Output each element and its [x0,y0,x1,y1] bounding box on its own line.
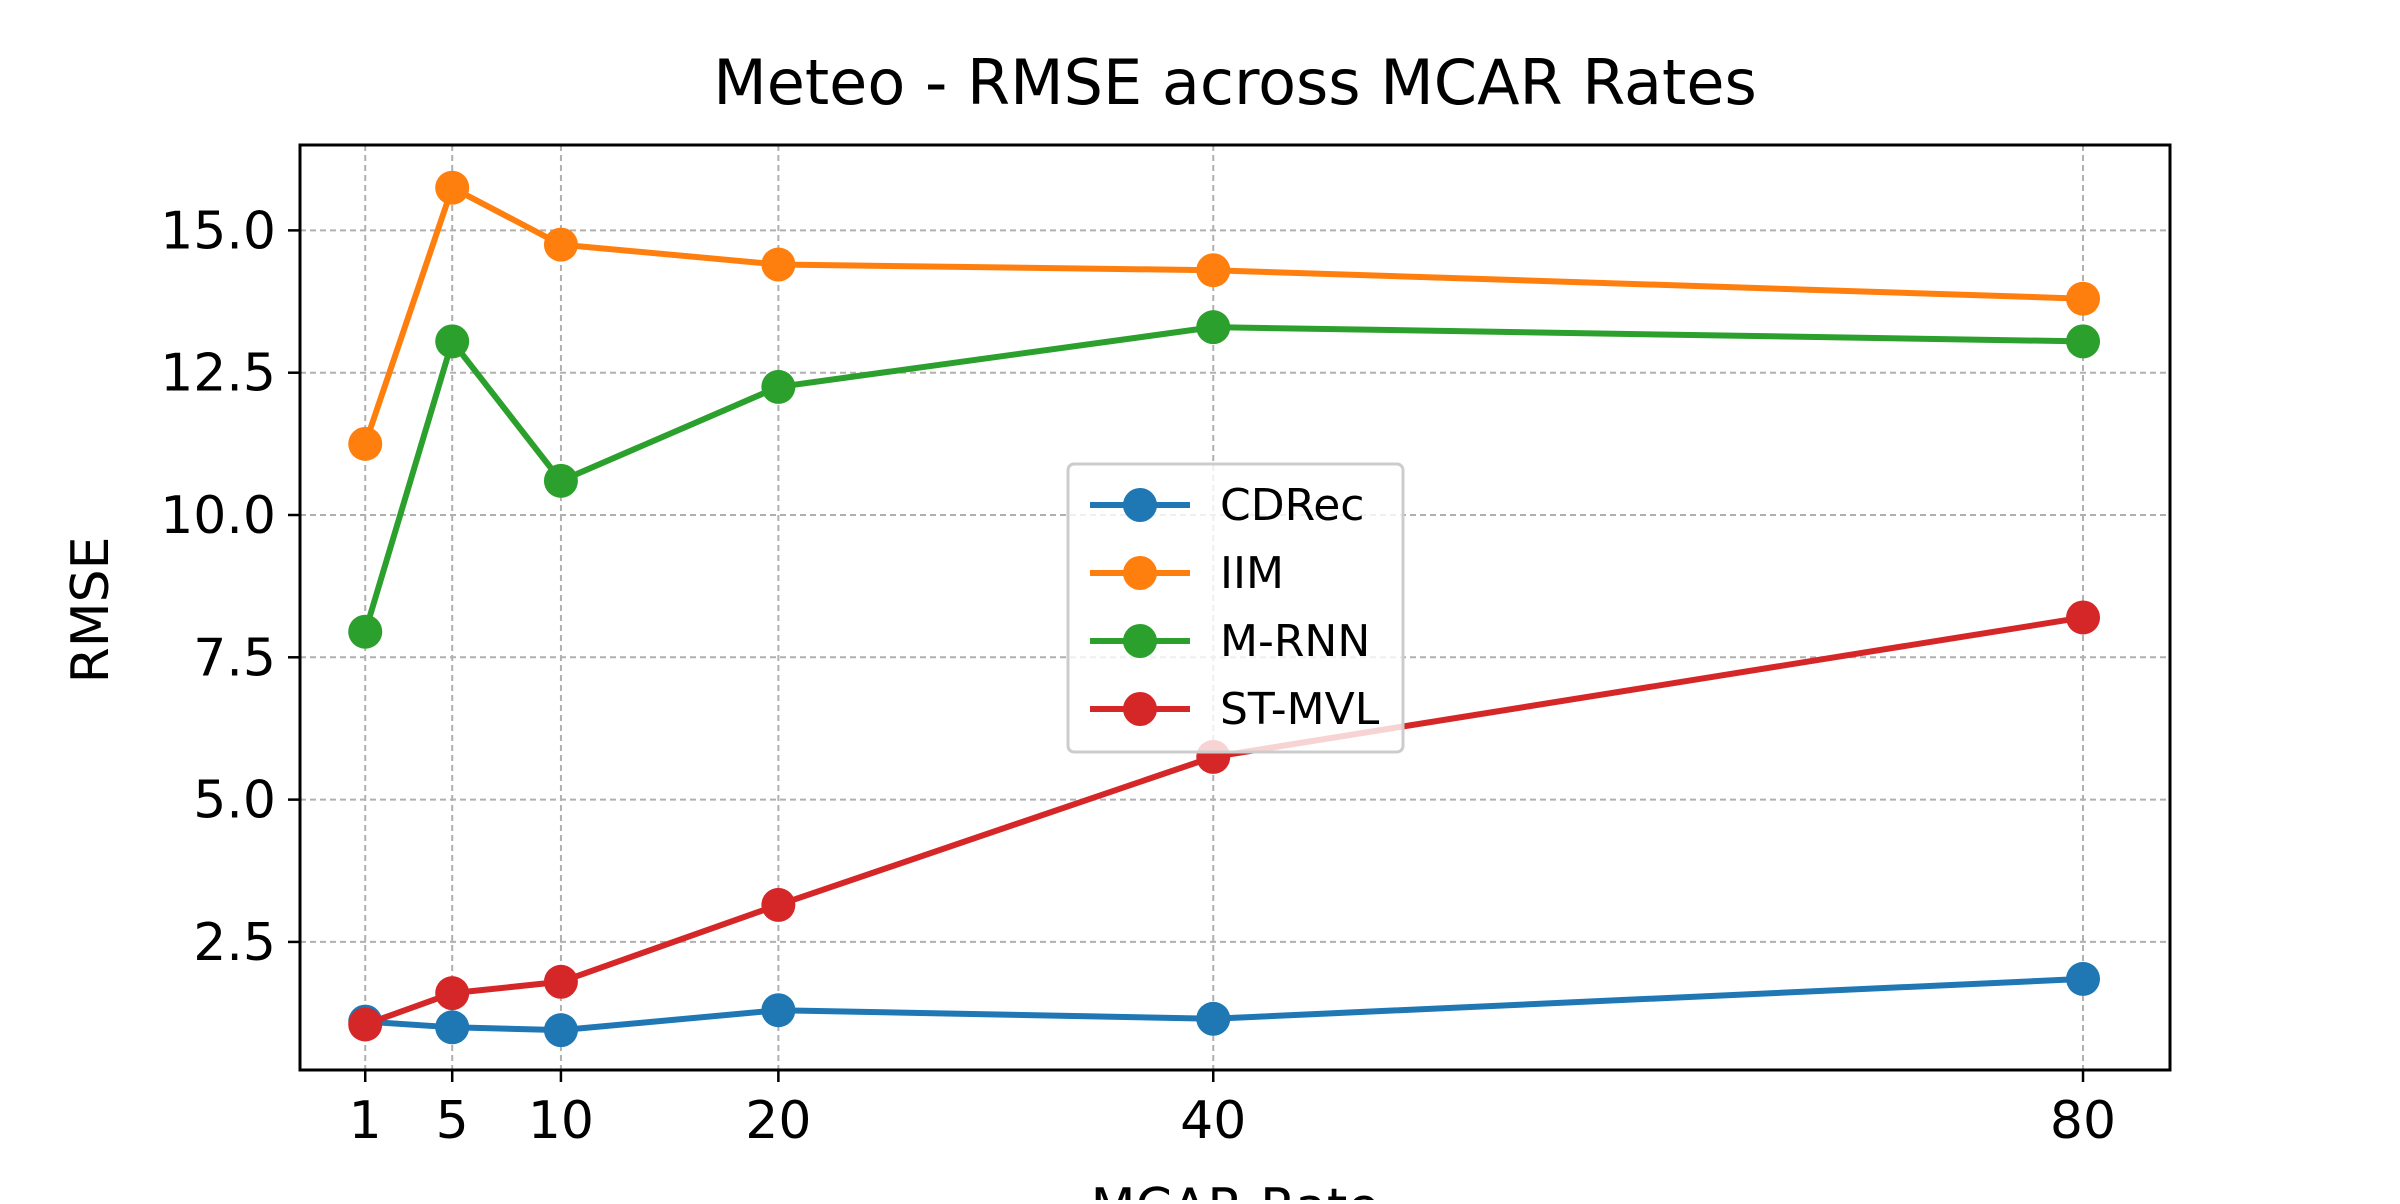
y-axis: 2.5 5.0 7.5 10.0 12.5 15.0 [160,201,300,973]
data-point-iim [543,227,578,262]
data-point-m-rnn [2066,324,2101,359]
chart-title: Meteo - RMSE across MCAR Rates [713,46,1757,119]
legend-label: M-RNN [1220,616,1370,667]
series-cdrec [348,961,2101,1048]
x-tick-label: 20 [745,1091,811,1151]
data-point-cdrec [2066,961,2101,996]
data-point-m-rnn [543,463,578,498]
x-tick-label: 80 [2050,1091,2116,1151]
legend-item-cdrec: CDRec [1090,480,1364,531]
series-line-m-rnn [362,324,2087,635]
data-point-iim [435,170,470,205]
data-point-cdrec [761,993,796,1028]
data-point-cdrec [543,1013,578,1048]
x-tick-label: 40 [1180,1091,1246,1151]
data-point-st-mvl [348,1007,383,1042]
x-axis: 1 5 10 20 40 80 [349,1070,2116,1151]
data-point-iim [2066,281,2101,316]
legend-marker [1123,692,1157,726]
legend-box [1066,462,1405,754]
data-point-st-mvl [543,964,578,999]
series-m-rnn [348,310,2101,649]
legend-label: ST-MVL [1220,684,1380,735]
y-tick-label: 7.5 [193,628,276,688]
legend-marker [1123,488,1157,522]
data-point-iim [348,426,383,461]
data-point-st-mvl [435,976,470,1011]
legend: CDRec IIM M-RNN ST-MVL [1066,462,1405,754]
data-point-m-rnn [1196,310,1231,345]
data-point-iim [761,247,796,282]
legend-item-m-rnn: M-RNN [1090,616,1370,667]
data-point-m-rnn [435,324,470,359]
y-tick-label: 15.0 [160,201,276,261]
y-tick-label: 10.0 [160,486,276,546]
y-tick-label: 12.5 [160,344,276,404]
y-tick-label: 5.0 [193,771,276,831]
data-point-iim [1196,253,1231,288]
data-point-cdrec [1196,1001,1231,1036]
plot-frame [298,143,2172,1072]
legend-marker [1123,556,1157,590]
legend-item-iim: IIM [1090,548,1284,599]
y-axis-label: RMSE [61,537,121,684]
data-point-m-rnn [348,614,383,649]
x-tick-label: 10 [528,1091,594,1151]
series-line-iim [362,184,2087,447]
data-point-m-rnn [761,369,796,404]
legend-label: IIM [1220,548,1284,599]
series-layer [348,170,2101,1048]
series-iim [348,170,2101,461]
legend-label: CDRec [1220,480,1364,531]
x-tick-label: 5 [436,1091,469,1151]
data-point-cdrec [435,1010,470,1045]
y-tick-label: 2.5 [193,913,276,973]
x-tick-label: 1 [349,1091,382,1151]
legend-marker [1123,624,1157,658]
legend-item-st-mvl: ST-MVL [1090,684,1380,735]
data-point-st-mvl [2066,600,2101,635]
x-axis-label: MCAR Rate [1091,1178,1380,1200]
data-point-st-mvl [761,887,796,922]
